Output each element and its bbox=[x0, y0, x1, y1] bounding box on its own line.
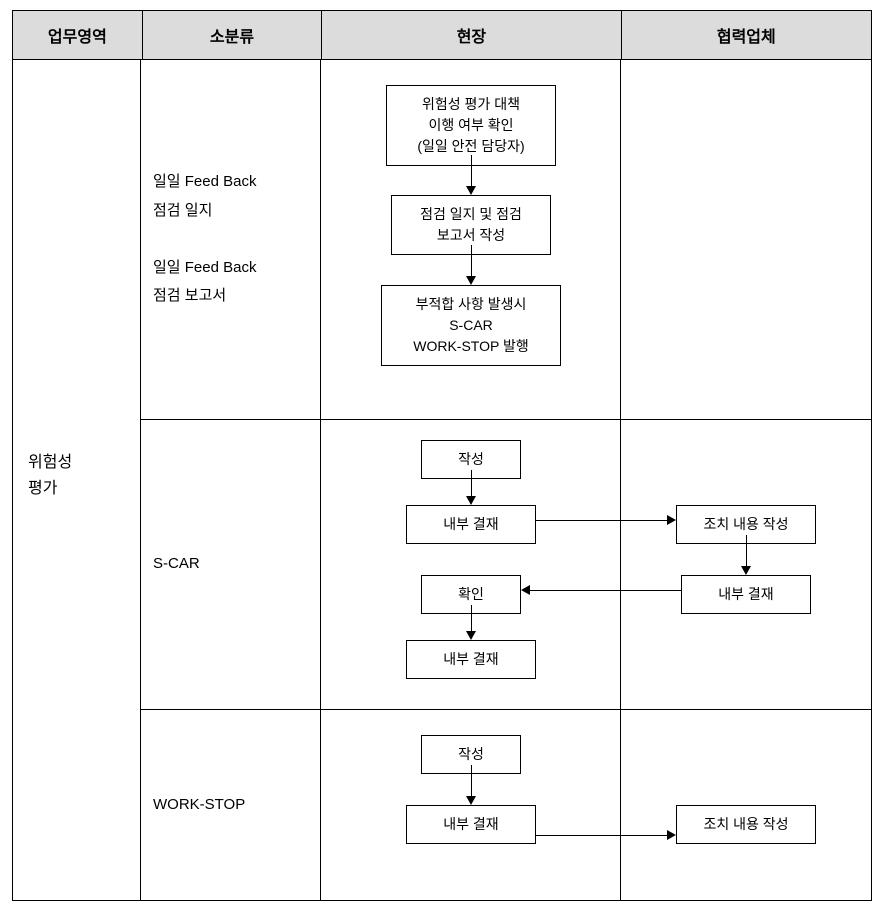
sub-label: WORK-STOP bbox=[141, 710, 321, 900]
header-row: 업무영역 소분류 현장 협력업체 bbox=[13, 11, 871, 60]
sub-label: 일일 Feed Back 점검 일지 일일 Feed Back 점검 보고서 bbox=[141, 60, 321, 419]
partner-flow: 조치 내용 작성 bbox=[621, 710, 871, 900]
arrow-down-icon bbox=[471, 155, 472, 186]
sections-block: 일일 Feed Back 점검 일지 일일 Feed Back 점검 보고서위험… bbox=[141, 60, 871, 900]
arrow-down-icon bbox=[466, 796, 476, 805]
arrow-down-icon bbox=[471, 245, 472, 276]
field-flow: 위험성 평가 대책 이행 여부 확인 (일일 안전 담당자)점검 일지 및 점검… bbox=[321, 60, 621, 419]
flow-box: 내부 결재 bbox=[681, 575, 811, 614]
field-flow: 작성내부 결재 bbox=[321, 710, 621, 900]
process-table: 업무영역 소분류 현장 협력업체 위험성 평가 일일 Feed Back 점검 … bbox=[12, 10, 872, 901]
section-row: 일일 Feed Back 점검 일지 일일 Feed Back 점검 보고서위험… bbox=[141, 60, 871, 420]
flow-box: 조치 내용 작성 bbox=[676, 805, 816, 844]
partner-flow: 조치 내용 작성내부 결재 bbox=[621, 420, 871, 709]
arrow-left-icon bbox=[521, 585, 530, 595]
sub-label: S-CAR bbox=[141, 420, 321, 709]
work-area-label: 위험성 평가 bbox=[13, 60, 141, 900]
flow-box: 내부 결재 bbox=[406, 505, 536, 544]
flow-box: 내부 결재 bbox=[406, 805, 536, 844]
arrow-down-icon bbox=[471, 470, 472, 496]
arrow-down-icon bbox=[746, 535, 747, 566]
header-col2: 소분류 bbox=[143, 11, 323, 59]
flow-box: 내부 결재 bbox=[406, 640, 536, 679]
section-row: S-CAR작성내부 결재확인내부 결재조치 내용 작성내부 결재 bbox=[141, 420, 871, 710]
flow-box: 부적합 사항 발생시 S-CAR WORK-STOP 발행 bbox=[381, 285, 561, 366]
field-flow: 작성내부 결재확인내부 결재 bbox=[321, 420, 621, 709]
header-col1: 업무영역 bbox=[13, 11, 143, 59]
arrow-down-icon bbox=[471, 765, 472, 796]
header-col4: 협력업체 bbox=[622, 11, 871, 59]
arrow-down-icon bbox=[471, 605, 472, 631]
flow-box: 위험성 평가 대책 이행 여부 확인 (일일 안전 담당자) bbox=[386, 85, 556, 166]
arrow-down-icon bbox=[466, 186, 476, 195]
arrow-down-icon bbox=[466, 276, 476, 285]
header-col3: 현장 bbox=[322, 11, 621, 59]
arrow-down-icon bbox=[466, 496, 476, 505]
arrow-down-icon bbox=[741, 566, 751, 575]
section-row: WORK-STOP작성내부 결재조치 내용 작성 bbox=[141, 710, 871, 900]
partner-flow bbox=[621, 60, 871, 419]
arrow-down-icon bbox=[466, 631, 476, 640]
body-container: 위험성 평가 일일 Feed Back 점검 일지 일일 Feed Back 점… bbox=[13, 60, 871, 900]
